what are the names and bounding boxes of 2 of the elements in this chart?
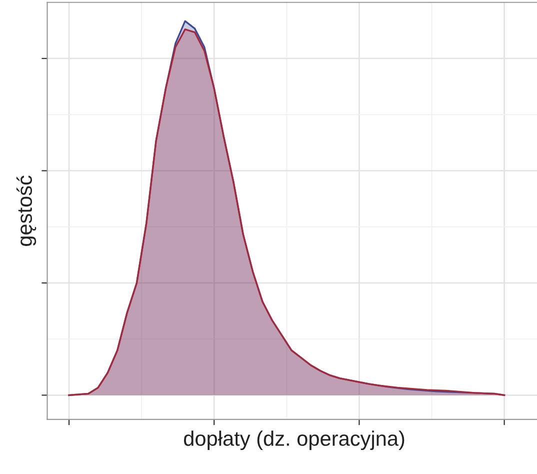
- y-axis-title: gęstość: [16, 176, 36, 246]
- x-axis-title: dopłaty (dz. operacyjna): [184, 430, 404, 450]
